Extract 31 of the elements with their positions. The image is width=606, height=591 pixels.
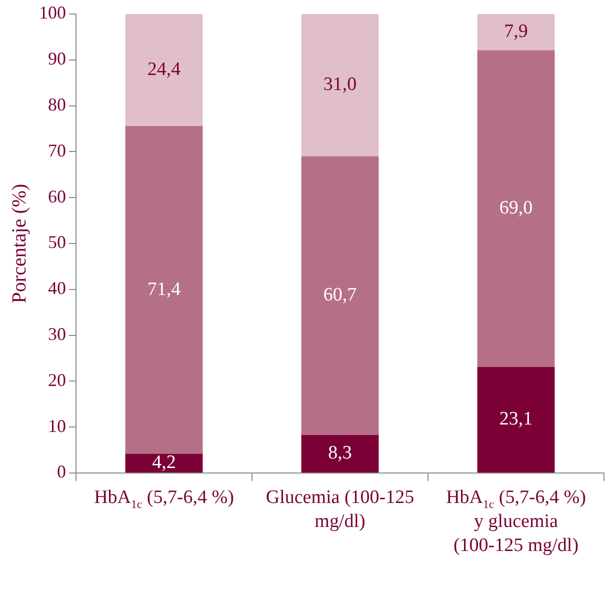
data-label: 31,0 [323,74,357,96]
data-label: 7,9 [504,21,528,42]
data-label: 69,0 [499,198,533,219]
y-tick-label: 60 [48,186,66,206]
data-label: 71,4 [147,278,182,300]
y-tick-label: 100 [39,2,66,23]
y-tick-label: 90 [48,48,66,69]
y-tick-label: 40 [48,278,66,298]
bar [301,14,379,156]
bar [477,366,555,472]
y-tick-label: 10 [48,416,66,436]
y-tick-label: 0 [57,462,66,482]
y-tick-label: 70 [48,140,66,160]
bar [125,454,203,472]
bar [125,14,203,126]
bar [301,156,379,435]
y-tick-label: 50 [48,232,66,252]
bar [477,14,555,50]
bar [477,50,555,367]
y-axis-title: Porcentaje (%) [8,184,30,304]
bar [301,434,379,472]
x-tick-label: Glucemia (100-125 mg/dl) [266,487,414,532]
data-label: 60,7 [323,284,357,306]
y-tick-label: 30 [48,324,66,344]
data-label: 4,2 [152,452,176,474]
data-label: 8,3 [328,442,352,464]
data-label: 24,4 [147,58,182,80]
y-tick-label: 20 [48,370,66,390]
y-tick-label: 80 [48,94,66,115]
data-label: 23,1 [499,408,533,430]
bar [125,126,203,454]
